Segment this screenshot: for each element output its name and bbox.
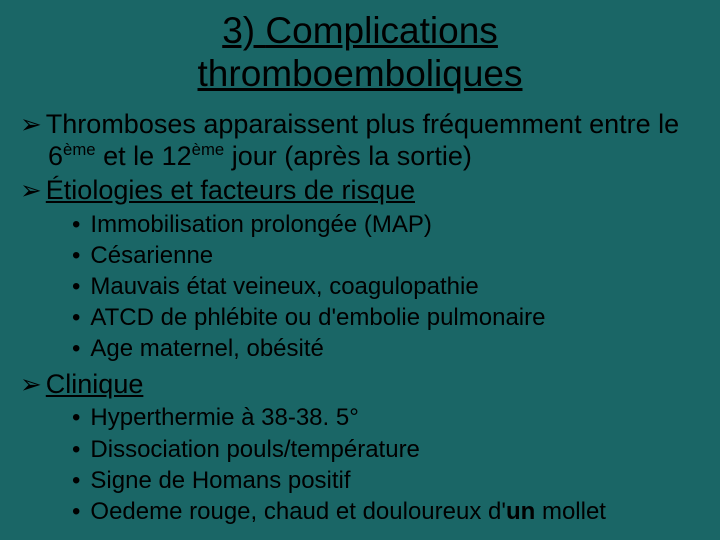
sub-list-etiologies: • Immobilisation prolongée (MAP) • Césarie…	[72, 209, 706, 365]
sub-item-text: Signe de Homans positif	[90, 467, 350, 494]
list-item: • Immobilisation prolongée (MAP)	[72, 209, 706, 240]
sub-item-text-bold: un	[506, 498, 535, 525]
list-item: • Age maternel, obésité	[72, 333, 706, 364]
sub-item-text: Césarienne	[90, 242, 213, 269]
bullet-item-2: ➢Étiologies et facteurs de risque	[18, 175, 706, 207]
sub-item-text: Dissociation pouls/température	[90, 436, 420, 463]
bullet-1-text-c: jour (après la sortie)	[224, 141, 472, 171]
sub-item-text: ATCD de phlébite ou d'embolie pulmonaire	[90, 304, 545, 331]
sub-item-text-a: Oedeme rouge, chaud et douloureux d'	[90, 498, 506, 525]
list-item: •Oedeme rouge, chaud et douloureux d'un …	[72, 496, 706, 527]
list-item: • Hyperthermie à 38-38. 5°	[72, 402, 706, 433]
bullet-1-sup-2: ème	[192, 140, 225, 159]
bullet-dot-icon: •	[72, 436, 80, 463]
bullet-item-3: ➢Clinique	[18, 369, 706, 401]
bullet-dot-icon: •	[72, 335, 80, 362]
bullet-dot-icon: •	[72, 242, 80, 269]
list-item: • Signe de Homans positif	[72, 465, 706, 496]
list-item: • Dissociation pouls/température	[72, 434, 706, 465]
title-word-1: Complications	[265, 10, 497, 51]
bullet-dot-icon: •	[72, 467, 80, 494]
bullet-1-sup-1: ème	[63, 140, 96, 159]
title-word-2: thromboemboliques	[198, 53, 523, 94]
list-item: • ATCD de phlébite ou d'embolie pulmonair…	[72, 302, 706, 333]
arrow-icon: ➢	[20, 109, 42, 139]
list-item: • Césarienne	[72, 240, 706, 271]
title-prefix: 3)	[222, 10, 265, 51]
bullet-dot-icon: •	[72, 273, 80, 300]
sub-item-text: Hyperthermie à 38-38. 5°	[90, 404, 358, 431]
bullet-item-1: ➢Thromboses apparaissent plus fréquemmen…	[18, 109, 706, 173]
bullet-1-text-b: et le 12	[96, 141, 192, 171]
arrow-icon: ➢	[20, 369, 42, 399]
sub-list-clinique: • Hyperthermie à 38-38. 5° • Dissociation …	[72, 402, 706, 527]
bullet-3-label: Clinique	[46, 369, 144, 399]
sub-item-text: Immobilisation prolongée (MAP)	[90, 211, 431, 238]
bullet-dot-icon: •	[72, 404, 80, 431]
slide-title: 3) Complications thromboemboliques	[14, 10, 706, 95]
sub-item-text: Age maternel, obésité	[90, 335, 323, 362]
bullet-dot-icon: •	[72, 211, 80, 238]
bullet-dot-icon: •	[72, 498, 80, 525]
sub-item-text: Mauvais état veineux, coagulopathie	[90, 273, 478, 300]
bullet-2-label: Étiologies et facteurs de risque	[46, 175, 415, 205]
arrow-icon: ➢	[20, 175, 42, 205]
bullet-dot-icon: •	[72, 304, 80, 331]
list-item: • Mauvais état veineux, coagulopathie	[72, 271, 706, 302]
sub-item-text-b: mollet	[535, 498, 606, 525]
